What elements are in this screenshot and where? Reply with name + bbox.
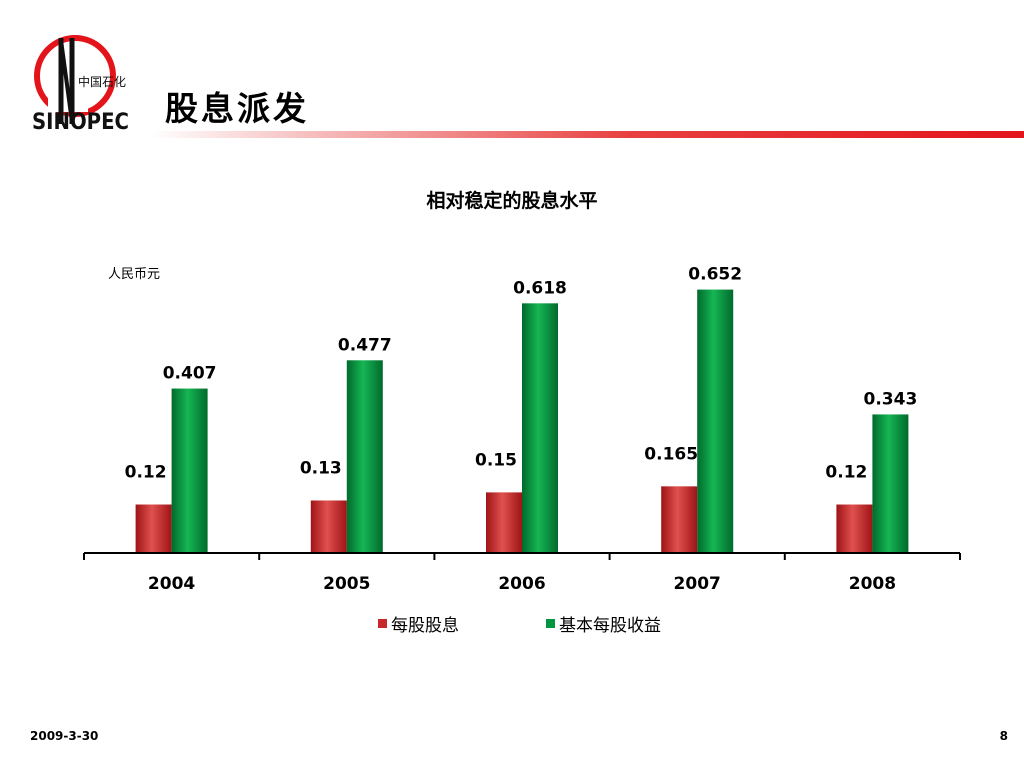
value-label-eps-2005: 0.477 — [338, 335, 392, 355]
unit-label: 人民币元 — [108, 267, 161, 282]
bar-dividend-2008 — [836, 504, 873, 553]
logo-wordmark: SINOPEC — [32, 110, 129, 135]
header-rule — [150, 131, 1024, 138]
category-label-2004: 2004 — [148, 574, 195, 594]
value-label-dividend-2005: 0.13 — [300, 458, 342, 478]
legend-swatch-eps — [546, 619, 555, 628]
bar-eps-2004 — [171, 388, 208, 553]
bar-dividend-2007 — [661, 486, 698, 553]
category-label-2008: 2008 — [849, 574, 896, 594]
value-label-dividend-2006: 0.15 — [475, 450, 517, 470]
page-title: 股息派发 — [165, 89, 309, 128]
bar-eps-2006 — [522, 303, 558, 553]
value-label-eps-2007: 0.652 — [688, 265, 742, 285]
bar-dividend-2005 — [310, 500, 347, 553]
chart-legend: 每股股息 基本每股收益 — [0, 611, 1024, 636]
value-label-eps-2004: 0.407 — [163, 364, 217, 384]
value-label-dividend-2007: 0.165 — [644, 444, 698, 464]
page-number: 8 — [999, 729, 1008, 743]
bar-eps-2007 — [697, 289, 734, 553]
value-label-eps-2008: 0.343 — [864, 389, 918, 409]
category-label-2007: 2007 — [674, 574, 721, 594]
sinopec-logo: 中国石化 SINOPEC — [32, 35, 129, 135]
legend-item-eps: 基本每股收益 — [546, 611, 661, 636]
category-label-2005: 2005 — [323, 574, 370, 594]
category-label-2006: 2006 — [498, 574, 545, 594]
chart-title: 相对稳定的股息水平 — [426, 190, 598, 212]
legend-item-dividend: 每股股息 — [378, 611, 459, 636]
bar-eps-2008 — [872, 414, 909, 553]
footer-date: 2009-3-30 — [30, 729, 99, 743]
bar-eps-2005 — [346, 360, 383, 553]
value-label-dividend-2004: 0.12 — [125, 463, 167, 483]
legend-swatch-dividend — [378, 619, 387, 628]
bar-dividend-2004 — [135, 504, 172, 553]
legend-label-eps: 基本每股收益 — [559, 616, 661, 636]
value-label-dividend-2008: 0.12 — [825, 463, 867, 483]
bar-dividend-2006 — [486, 492, 522, 553]
legend-label-dividend: 每股股息 — [391, 616, 459, 636]
logo-chinese-text: 中国石化 — [78, 74, 126, 89]
value-label-eps-2006: 0.618 — [513, 278, 567, 298]
